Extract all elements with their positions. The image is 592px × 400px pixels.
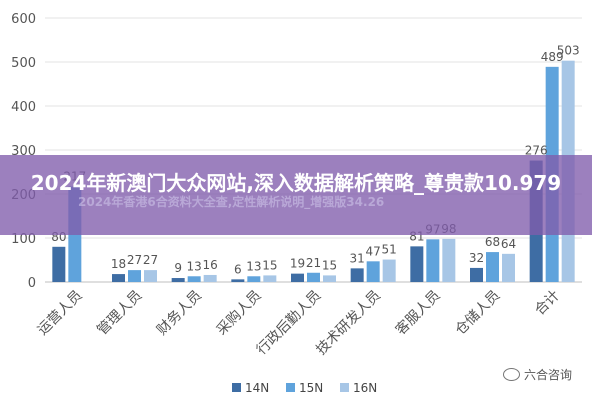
wechat-icon [502,368,520,381]
bar [112,274,125,282]
watermark-text: 六合咨询 [523,368,572,382]
data-label: 15 [262,258,277,272]
y-tick-label: 400 [11,100,36,115]
data-label: 47 [366,244,381,258]
data-label: 19 [290,257,305,271]
bar [247,276,261,282]
category-label: 技术研发人员 [313,288,384,359]
bar [128,270,141,282]
category-label: 合计 [532,288,563,319]
data-label: 16 [203,258,218,272]
category-label: 采购人员 [214,288,265,339]
banner-subtitle: 2024年香港6合资料大全查,定性解析说明_增强版34.26 [78,195,385,209]
bar [171,278,185,282]
data-label: 276 [525,144,548,158]
legend-label: 14N [245,381,269,395]
y-tick-label: 500 [11,56,36,71]
category-label: 财务人员 [154,288,205,339]
bar [382,259,396,282]
y-tick-label: 600 [11,12,36,27]
data-label: 68 [485,235,500,249]
category-label: 管理人员 [94,288,145,339]
bar [502,253,515,282]
data-label: 18 [111,257,126,271]
legend-swatch [232,383,241,392]
data-label: 13 [246,259,261,273]
bar [187,276,201,282]
bar [350,268,364,282]
bar [323,275,336,282]
bar [231,279,245,282]
bar [307,272,320,282]
bar [144,270,157,282]
data-label: 27 [127,253,142,267]
legend-label: 16N [353,381,377,395]
data-label: 32 [469,251,484,265]
data-label: 6 [234,262,242,276]
y-tick-label: 0 [28,276,36,291]
bar [263,275,277,282]
bar [486,252,499,282]
legend-label: 15N [299,381,323,395]
bar [470,267,483,282]
category-label: 客服人员 [392,287,444,339]
bar [203,274,217,282]
y-tick-label: 100 [11,232,36,247]
title-banner [0,155,592,235]
data-label: 489 [541,50,564,64]
category-label: 运营人员 [35,288,86,339]
data-label: 13 [187,259,202,273]
bar [442,238,456,282]
data-label: 64 [501,237,516,251]
legend: 14N 15N 16N [232,381,377,395]
category-label: 仓储人员 [452,288,503,339]
data-label: 21 [306,256,321,270]
bar [426,239,440,282]
bar [291,273,304,282]
bar [366,261,380,282]
data-label: 9 [174,261,182,275]
legend-swatch [340,383,349,392]
data-label: 51 [382,243,397,257]
data-label: 31 [350,251,365,265]
watermark: 六合咨询 [502,366,572,383]
legend-swatch [286,383,295,392]
data-label: 27 [143,253,158,267]
banner-title: 2024年新澳门大众网站,深入数据解析策略_尊贵款10.979 [30,171,562,195]
bar [52,246,66,282]
y-axis: 0100200300400500600 [11,12,36,291]
bar [410,246,424,282]
data-label: 15 [322,258,337,272]
data-label: 503 [557,44,580,58]
